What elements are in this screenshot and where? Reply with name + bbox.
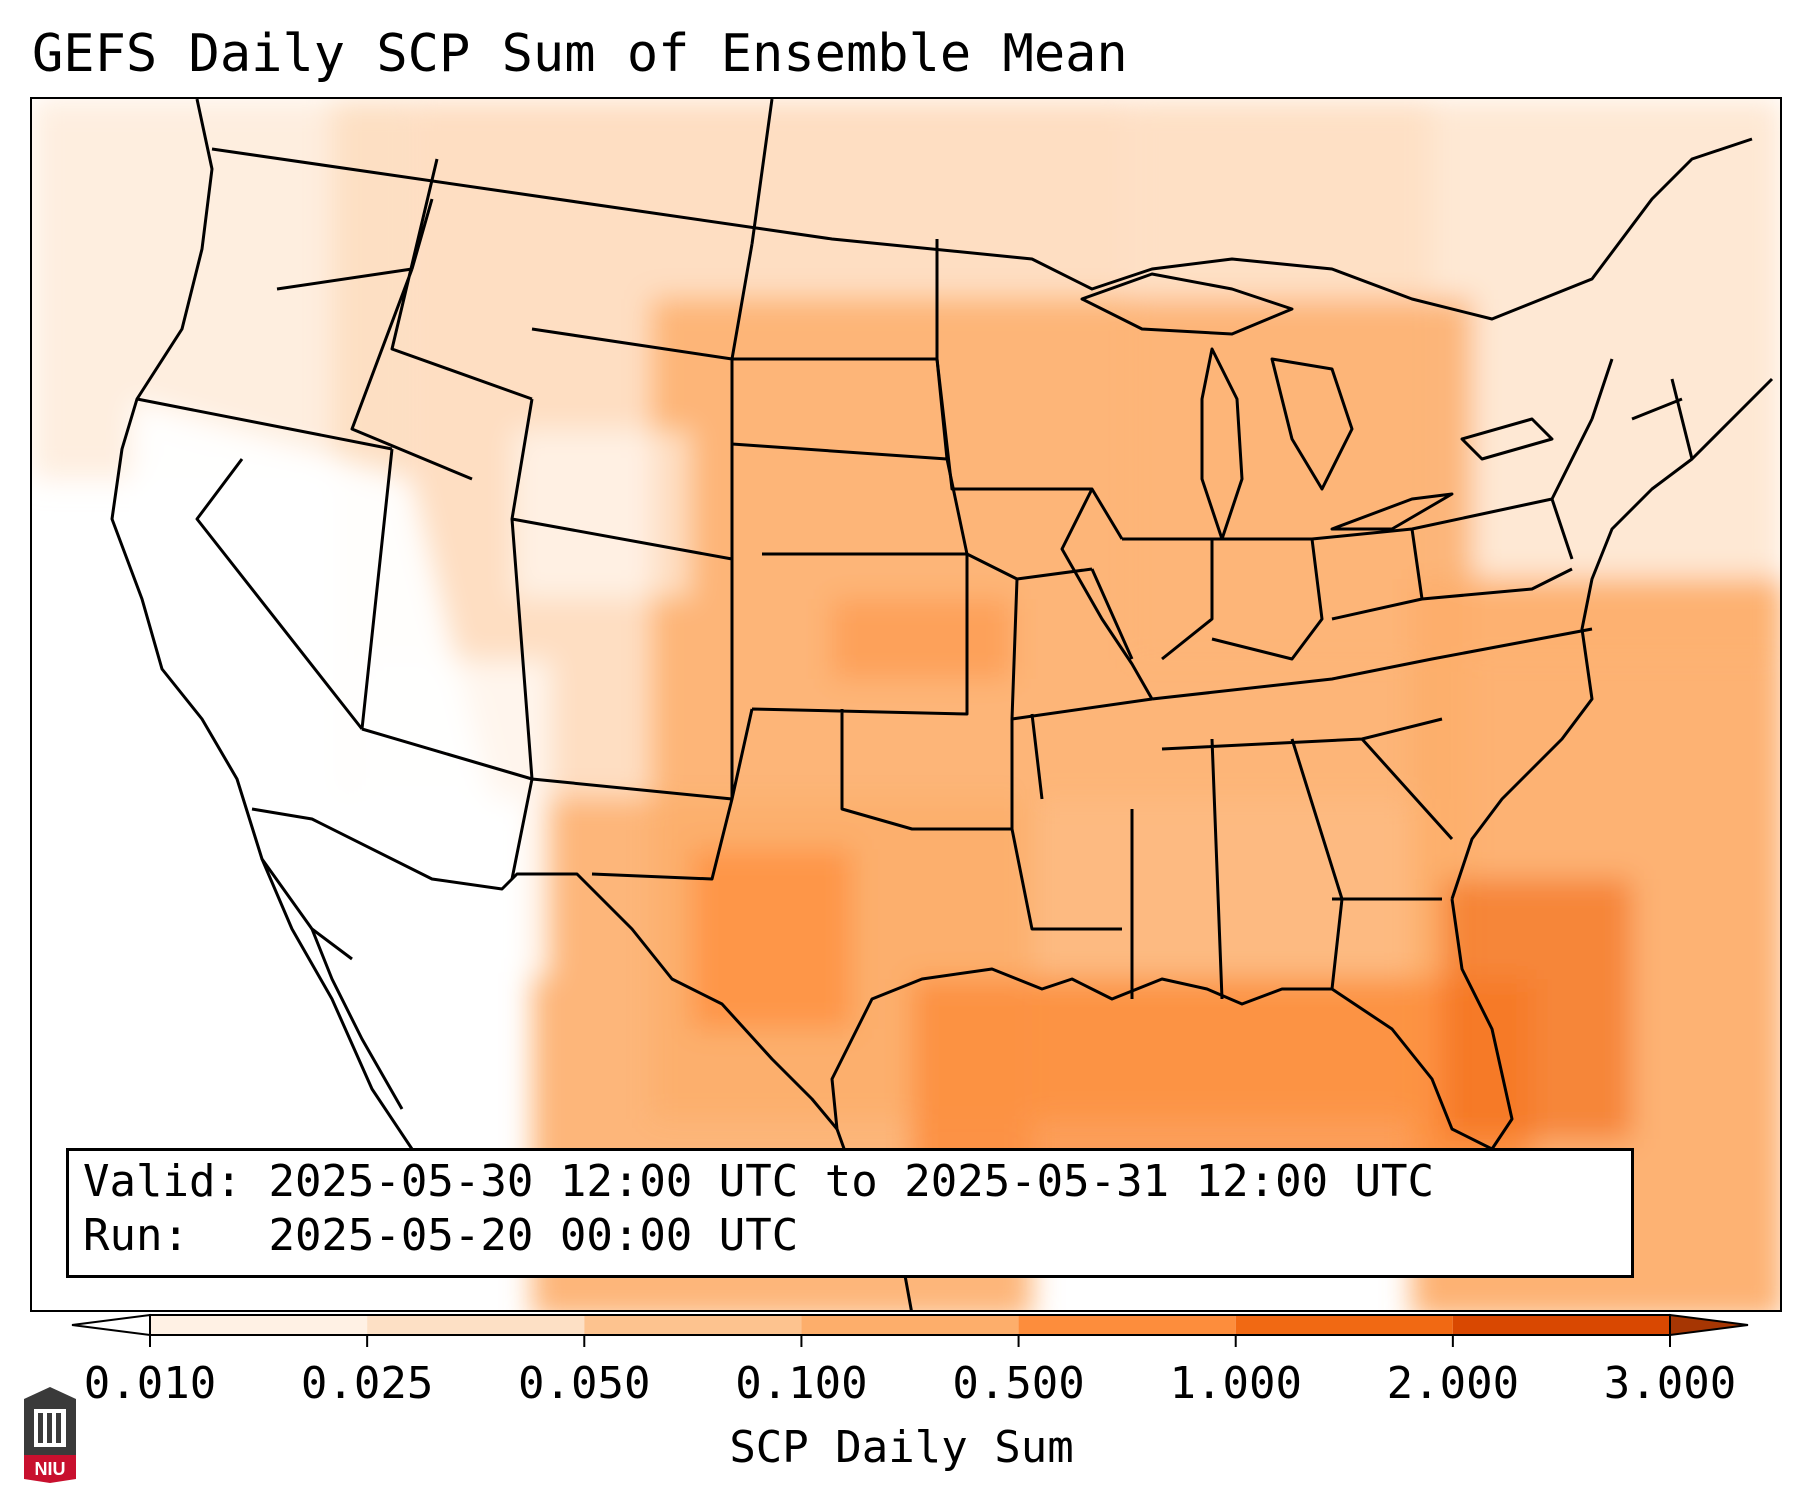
niu-building-icon: [24, 1387, 76, 1483]
colorbar-tick-label: 0.100: [735, 1358, 868, 1409]
state-lines-east: [1311, 358, 1694, 621]
run-row: Run: 2025-05-20 00:00 UTC: [83, 1209, 1617, 1263]
colorbar-tick-label: 0.050: [518, 1358, 651, 1409]
colorbar: [71, 1313, 1749, 1347]
state-lines-south: [1130, 627, 1593, 1000]
run-value: 2025-05-20 00:00 UTC: [268, 1210, 799, 1261]
colorbar-tick-label: 0.010: [83, 1358, 217, 1409]
colorbar-frame: [149, 1314, 1671, 1336]
map-title: GEFS Daily SCP Sum of Ensemble Mean: [32, 24, 1128, 84]
clear-california-nevada: [122, 399, 492, 1310]
colorbar-tick-label: 3.000: [1603, 1358, 1737, 1409]
gulf-coast: [830, 898, 1514, 1151]
us-west-coast: [110, 99, 353, 961]
state-lines-midwest: [935, 358, 1324, 931]
valid-value: 2025-05-30 12:00 UTC to 2025-05-31 12:00…: [268, 1156, 1435, 1207]
lake-huron: [1270, 357, 1354, 491]
shade-florida-east: [1442, 879, 1632, 1139]
colorbar-segment: [1018, 1315, 1236, 1335]
colorbar-tick-label: 1.000: [1169, 1358, 1302, 1409]
clear-arizona: [362, 659, 552, 979]
colorbar-extend-low: [71, 1313, 151, 1337]
low-scp-areas: [122, 399, 692, 1310]
colorbar-segment: [150, 1315, 368, 1335]
colorbar-segment: [1452, 1315, 1670, 1335]
colorbar-label: SCP Daily Sum: [729, 1422, 1074, 1473]
map-canvas: [32, 99, 1780, 1310]
lake-ontario: [1460, 417, 1554, 461]
valid-time-box: Valid: 2025-05-30 12:00 UTC to 2025-05-3…: [66, 1148, 1634, 1278]
map-panel: [30, 97, 1782, 1312]
boundaries: [110, 99, 1774, 1310]
shade-west-texas: [692, 849, 852, 1029]
niu-logo-text: NIU: [35, 1459, 66, 1479]
colorbar-tick-label: 0.500: [952, 1358, 1085, 1409]
lake-superior: [1080, 272, 1294, 336]
colorbar-segment: [367, 1315, 585, 1335]
valid-label: Valid:: [83, 1156, 242, 1207]
lake-erie: [1330, 492, 1454, 531]
colorbar-tick-label: 2.000: [1386, 1358, 1520, 1409]
colorbar-tick-label: 0.025: [300, 1358, 434, 1409]
niu-logo: NIU: [24, 1387, 76, 1483]
run-label: Run:: [83, 1210, 189, 1261]
clear-wyoming: [512, 429, 692, 599]
canada-border: [211, 137, 1753, 321]
colorbar-segment: [584, 1315, 802, 1335]
shade-kansas: [832, 599, 1012, 679]
us-mexico-border: [251, 807, 839, 1130]
atlantic-coast: [1450, 377, 1774, 900]
valid-row: Valid: 2025-05-30 12:00 UTC to 2025-05-3…: [83, 1155, 1617, 1209]
colorbar-extend-high: [1669, 1313, 1749, 1337]
colorbar-segment: [801, 1315, 1019, 1335]
colorbar-segment: [1235, 1315, 1453, 1335]
